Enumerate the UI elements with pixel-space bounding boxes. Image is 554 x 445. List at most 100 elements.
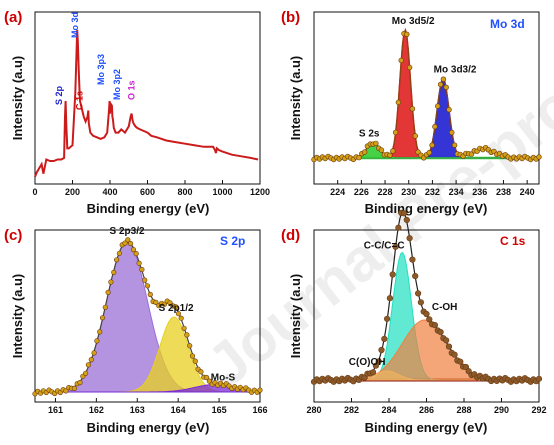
data-point (387, 152, 393, 159)
panel-b-label: (b) (281, 9, 300, 26)
data-point (417, 299, 425, 306)
peak-label: C-OH (432, 302, 458, 313)
x-tick-label: 280 (306, 405, 321, 415)
data-point (88, 357, 94, 363)
x-tick-label: 224 (330, 187, 345, 197)
data-point (204, 374, 210, 381)
panel-c-label: (c) (4, 227, 22, 244)
data-point (451, 351, 458, 358)
data-point (406, 235, 413, 242)
x-tick-label: 161 (48, 405, 63, 415)
peak-label: Mo-S (211, 373, 236, 384)
data-point (423, 310, 430, 318)
peak-label: Mo 3d3/2 (434, 65, 477, 76)
data-point (133, 251, 139, 257)
panel-c-ylabel: Intensity (a.u) (10, 274, 25, 359)
peak-tag-label: Mo 3p2 (112, 69, 122, 100)
fit-peak-1 (314, 319, 539, 381)
data-point (94, 338, 100, 344)
x-tick-label: 286 (419, 405, 434, 415)
data-point (63, 388, 69, 394)
data-point (412, 273, 419, 280)
data-point (398, 57, 404, 64)
panel-a-label: (a) (4, 9, 22, 26)
data-point (122, 240, 128, 246)
data-point (136, 260, 142, 266)
data-point (437, 329, 444, 336)
data-point (97, 329, 103, 335)
data-point (139, 266, 145, 273)
data-point (184, 332, 190, 338)
x-tick-label: 200 (65, 187, 80, 197)
data-point (400, 210, 408, 217)
data-point (449, 129, 455, 136)
x-tick-label: 240 (520, 187, 535, 197)
panel-a-frame (34, 11, 261, 185)
data-point (187, 343, 193, 349)
data-point (181, 325, 187, 331)
x-tick-label: 284 (381, 405, 396, 415)
data-point (381, 335, 388, 343)
data-point (198, 369, 204, 375)
x-tick-label: 1000 (212, 187, 232, 197)
data-point (392, 129, 399, 136)
panel-b: (b) Mo 3d Binding energy (eV) Intensity … (281, 9, 542, 216)
data-point (99, 315, 106, 321)
data-point (446, 106, 452, 113)
data-point (432, 123, 438, 130)
data-point (378, 346, 385, 354)
x-tick-label: 166 (252, 405, 267, 415)
data-point (395, 224, 402, 231)
data-point (173, 304, 179, 310)
data-point (257, 387, 263, 393)
peak-label: Mo 3d5/2 (392, 16, 435, 27)
data-point (85, 362, 91, 368)
data-point (443, 337, 450, 344)
peak-tag-label: S 2p (54, 85, 64, 105)
data-point (412, 133, 418, 139)
watermark: Journal Pre-proof (195, 36, 554, 399)
data-point (147, 291, 153, 298)
x-tick-label: 1200 (250, 187, 270, 197)
panel-c: (c) S 2p Binding energy (eV) Intensity (… (4, 226, 268, 435)
data-point (370, 369, 377, 376)
peak-label: S 2s (359, 129, 380, 140)
data-point (71, 385, 77, 392)
data-point (535, 375, 543, 382)
peak-tag-label: Mo 3d (70, 12, 80, 38)
data-point (189, 353, 196, 359)
data-point (125, 237, 131, 243)
data-point (130, 247, 136, 253)
x-tick-label: 0 (32, 187, 37, 197)
x-tick-label: 282 (344, 405, 359, 415)
data-point (390, 148, 396, 154)
data-point (378, 147, 385, 153)
x-tick-label: 800 (177, 187, 192, 197)
data-point (82, 370, 89, 376)
data-point (443, 84, 449, 91)
data-point (536, 154, 542, 160)
data-point (91, 350, 97, 356)
x-tick-label: 226 (354, 187, 369, 197)
data-point (435, 103, 441, 109)
data-point (451, 142, 458, 148)
peak-tag-label: O 1s (126, 80, 136, 100)
data-point (372, 362, 380, 369)
data-point (437, 81, 444, 88)
data-point (113, 257, 120, 263)
x-tick-label: 163 (130, 405, 145, 415)
panel-b-ylabel: Intensity (a.u) (288, 56, 303, 141)
x-tick-label: 600 (140, 187, 155, 197)
x-tick-label: 292 (531, 405, 546, 415)
x-tick-label: 400 (102, 187, 117, 197)
panel-b-frame (313, 11, 540, 185)
peak-tag-label: Mo 3p3 (96, 54, 106, 85)
data-point (389, 271, 396, 278)
data-point (77, 379, 83, 386)
panel-d-ylabel: Intensity (a.u) (288, 274, 303, 359)
x-tick-label: 238 (496, 187, 511, 197)
panel-c-frame (34, 229, 261, 403)
x-tick-label: 230 (401, 187, 416, 197)
data-point (144, 283, 151, 289)
